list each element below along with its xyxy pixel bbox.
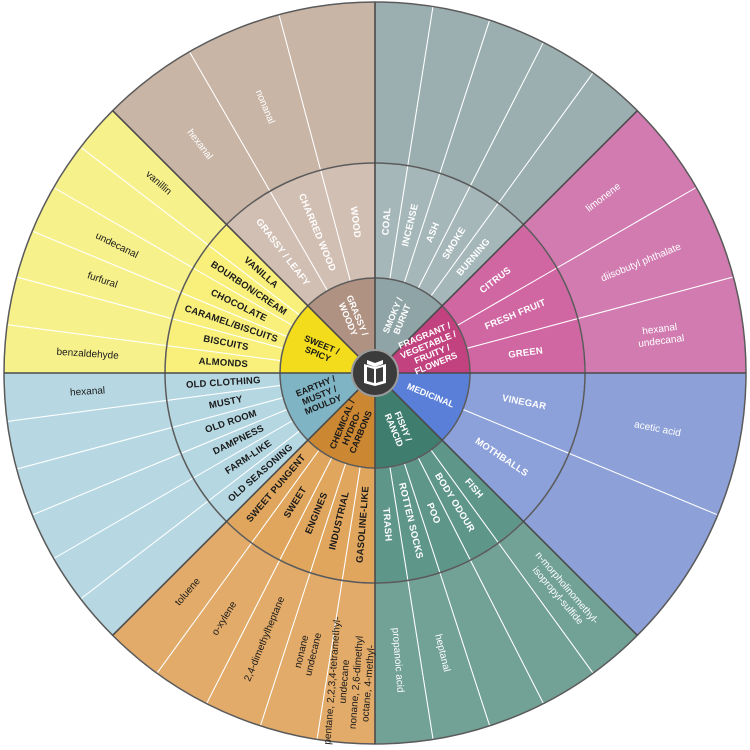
chem-text: benzaldehyde xyxy=(56,347,119,362)
descriptor-label: GREEN xyxy=(508,345,544,360)
chem-text: hexanal xyxy=(642,322,678,337)
chem-label: propanoic acid xyxy=(389,627,405,693)
descriptor-label: ALMONDS xyxy=(198,356,248,370)
chem-text: hexanal xyxy=(70,385,106,398)
category-wedge xyxy=(391,373,471,441)
chem-text: undecane xyxy=(338,659,352,704)
category-wedge xyxy=(375,389,443,468)
category-wedge xyxy=(280,373,359,441)
category-wedge xyxy=(375,278,443,357)
sector-border xyxy=(390,388,638,636)
sector-border xyxy=(390,110,638,358)
category-wedge xyxy=(280,305,359,373)
borders xyxy=(3,1,747,745)
descriptor-text: ALMONDS xyxy=(198,356,248,370)
descriptor-text: OLD CLOTHING xyxy=(186,375,261,391)
descriptor-label: TRASH xyxy=(380,507,394,541)
book-top xyxy=(367,360,383,367)
category-wedge xyxy=(391,305,470,373)
book-pages xyxy=(367,367,383,383)
category-wedge xyxy=(307,278,375,357)
descriptor-label: OLD CLOTHING xyxy=(186,375,261,391)
descriptor-text: WOOD xyxy=(348,206,363,239)
descriptor-label: WOOD xyxy=(348,206,363,239)
descriptor-text: GREEN xyxy=(508,345,544,360)
chem-label: hexanal xyxy=(70,385,106,398)
chem-text: propanoic acid xyxy=(389,627,405,693)
center-icon xyxy=(351,349,399,397)
descriptor-text: TRASH xyxy=(380,507,394,541)
descriptor-label: COAL xyxy=(380,207,393,235)
sector-border xyxy=(112,388,360,636)
chem-label: benzaldehyde xyxy=(56,347,119,362)
category-wedge xyxy=(307,389,375,468)
descriptor-text: COAL xyxy=(380,207,393,235)
sector-border xyxy=(112,110,360,358)
